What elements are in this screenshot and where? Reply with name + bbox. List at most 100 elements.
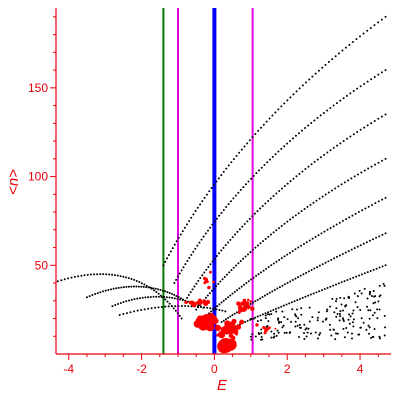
data-point	[358, 333, 361, 336]
data-point	[208, 190, 211, 193]
data-point	[325, 310, 328, 313]
data-point	[224, 318, 227, 321]
data-point	[300, 244, 303, 247]
data-point	[340, 183, 343, 186]
data-point	[294, 214, 297, 217]
x-axis-title: E	[217, 377, 228, 394]
data-point	[278, 227, 281, 230]
data-point	[365, 328, 368, 331]
data-point	[332, 284, 335, 287]
data-point	[341, 49, 344, 52]
data-point	[337, 282, 340, 285]
data-point	[210, 187, 213, 190]
data-point	[176, 275, 179, 278]
data-point	[129, 311, 132, 314]
data-point	[306, 331, 309, 334]
data-point	[171, 296, 174, 299]
data-point	[266, 293, 269, 296]
data-point	[267, 320, 270, 323]
data-point	[197, 306, 200, 309]
data-point	[291, 308, 294, 311]
data-point	[155, 291, 158, 294]
data-point	[356, 245, 359, 248]
data-point	[297, 132, 300, 135]
data-point	[349, 315, 352, 318]
data-point	[266, 161, 269, 164]
data-point	[283, 316, 286, 319]
data-point	[289, 180, 292, 183]
data-point	[224, 310, 227, 313]
data-point	[269, 310, 272, 313]
data-point	[275, 192, 278, 195]
data-point	[301, 170, 304, 173]
data-point	[246, 253, 249, 256]
data-point	[322, 111, 325, 114]
data-point-red	[262, 325, 266, 330]
data-point	[370, 122, 373, 125]
data-point	[261, 296, 264, 299]
data-point	[352, 133, 355, 136]
data-point	[373, 328, 376, 331]
data-point	[229, 200, 232, 203]
data-point	[244, 320, 247, 323]
data-point	[253, 212, 256, 215]
data-point	[221, 309, 224, 312]
data-point-red	[227, 328, 232, 334]
data-point	[177, 296, 180, 299]
data-point	[367, 309, 370, 312]
data-point	[135, 279, 138, 282]
data-point	[335, 307, 338, 310]
data-point	[283, 255, 286, 258]
data-point	[342, 140, 345, 143]
data-point	[292, 93, 295, 96]
data-point	[289, 139, 292, 142]
data-point	[217, 282, 220, 285]
data-point-red	[203, 281, 207, 285]
data-point	[88, 295, 91, 298]
data-point	[329, 227, 332, 230]
data-point	[210, 289, 213, 292]
data-point	[359, 85, 362, 88]
data-point	[252, 276, 255, 279]
data-point	[112, 287, 115, 290]
data-point	[152, 287, 155, 290]
data-point	[316, 316, 319, 319]
data-point	[89, 273, 92, 276]
data-point	[274, 111, 277, 114]
data-point	[219, 280, 222, 283]
data-point	[371, 203, 374, 206]
data-point	[212, 308, 215, 311]
data-point	[111, 305, 114, 308]
data-point	[221, 278, 224, 281]
data-point	[351, 312, 354, 315]
data-point	[378, 308, 381, 311]
data-point	[352, 276, 355, 279]
data-point	[283, 185, 286, 188]
data-point	[353, 247, 356, 250]
data-point	[137, 285, 140, 288]
data-point	[250, 278, 253, 281]
data-point	[291, 250, 294, 253]
data-point	[335, 255, 338, 258]
data-point	[335, 102, 338, 105]
data-point	[371, 335, 374, 338]
data-point	[357, 211, 360, 214]
data-point	[334, 55, 337, 58]
data-point	[280, 147, 283, 150]
data-point	[348, 43, 351, 46]
data-point	[220, 321, 223, 324]
data-point	[271, 290, 274, 293]
data-point	[125, 276, 128, 279]
data-point	[276, 287, 279, 290]
data-point	[173, 297, 176, 300]
data-point	[295, 308, 298, 311]
data-point	[275, 310, 278, 313]
data-point	[352, 309, 355, 312]
data-point	[154, 287, 157, 290]
data-point-red	[246, 306, 250, 309]
data-point	[138, 297, 141, 300]
data-point	[271, 155, 274, 158]
data-point	[321, 195, 324, 198]
data-point	[345, 94, 348, 97]
data-point	[211, 223, 214, 226]
